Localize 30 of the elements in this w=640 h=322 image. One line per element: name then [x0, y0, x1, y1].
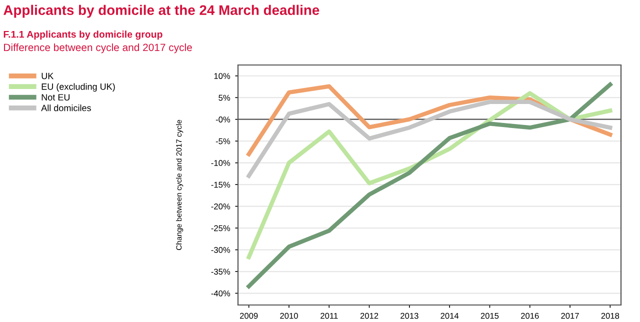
line-series [246, 82, 612, 288]
y-tick-label: -5% [216, 138, 230, 144]
y-tick-label: -35% [211, 268, 230, 275]
x-tick-label: 2011 [320, 312, 338, 319]
line-series [246, 100, 612, 178]
chart-title: Applicants by domicile at the 24 March deadline [4, 4, 320, 18]
x-tick-label: 2009 [240, 312, 258, 319]
x-tick-label: 2015 [480, 312, 499, 319]
x-tick-label: 2017 [561, 312, 579, 319]
legend-label: All domiciles [41, 104, 91, 112]
x-tick-label: 2010 [280, 312, 298, 319]
x-tick-label: 2014 [440, 312, 459, 319]
y-tick-label: -30% [211, 246, 230, 253]
y-tick-label: -40% [211, 290, 230, 296]
y-tick-label: 5% [218, 94, 230, 101]
legend-label: UK [42, 72, 54, 80]
x-tick-label: 2012 [360, 312, 378, 319]
y-tick-label: -0% [216, 116, 230, 122]
y-tick-label: -25% [211, 225, 230, 232]
x-tick-label: 2013 [400, 312, 418, 319]
legend-label: EU (excluding UK) [42, 83, 115, 92]
x-tick-label: 2018 [601, 312, 620, 319]
text: F.1.1 Applicants by domicile group [4, 30, 162, 40]
y-tick-label: 10% [214, 73, 230, 79]
text: Difference between cycle and 2017 cycle [4, 43, 192, 54]
y-tick-label: -10% [211, 160, 230, 166]
x-tick-label: 2016 [521, 312, 539, 319]
y-tick-label: -15% [211, 182, 230, 188]
legend-label: Not EU [42, 94, 70, 100]
y-tick-label: -20% [211, 204, 230, 210]
